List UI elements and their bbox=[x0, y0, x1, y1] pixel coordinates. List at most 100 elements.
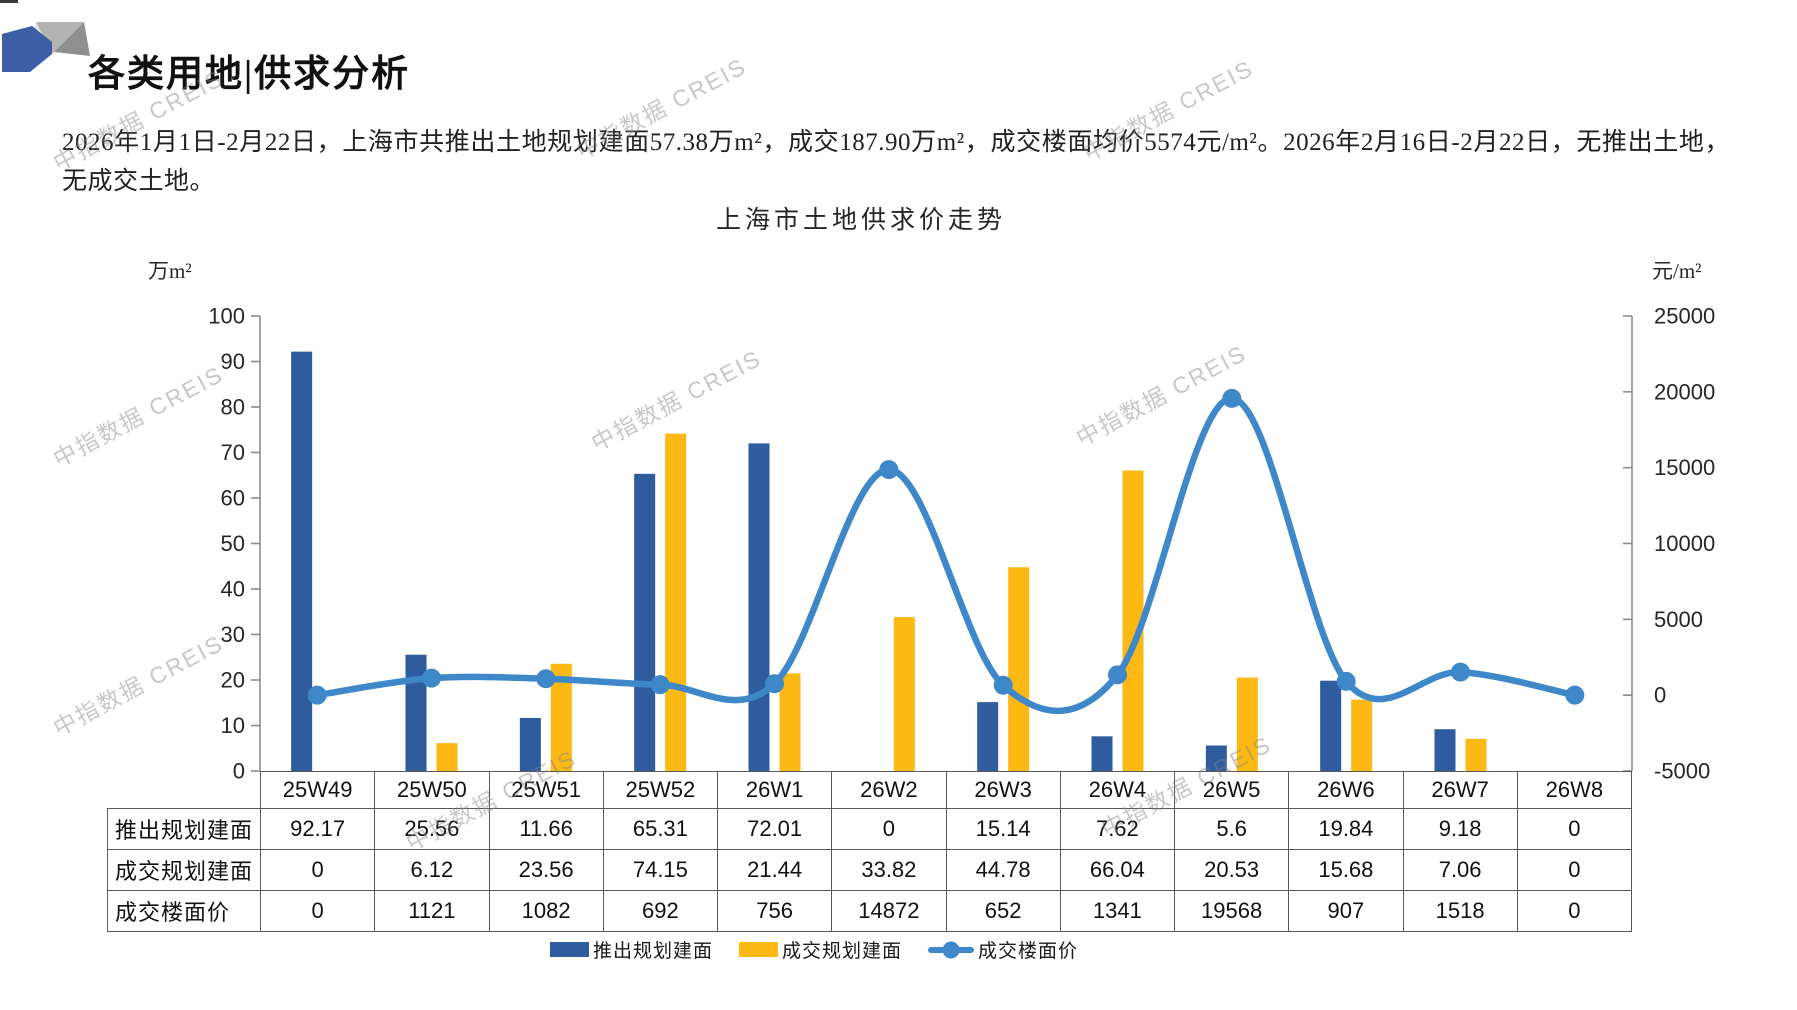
supply-bars bbox=[291, 351, 1456, 771]
value-cell: 21.44 bbox=[716, 849, 833, 891]
watermark: 中指数据 CREIS bbox=[48, 360, 228, 473]
creis-logo bbox=[2, 22, 90, 72]
value-cell: 0 bbox=[1516, 808, 1633, 850]
value-cell: 15.14 bbox=[945, 808, 1061, 850]
bar bbox=[405, 654, 427, 771]
value-cell: 1121 bbox=[374, 890, 490, 932]
transaction-bars bbox=[436, 433, 1487, 771]
page-title: 各类用地|供求分析 bbox=[88, 53, 411, 95]
price-marker-icon bbox=[942, 941, 960, 958]
bar bbox=[1122, 470, 1144, 771]
week-header-cell: 26W5 bbox=[1173, 771, 1290, 809]
value-cell: 92.17 bbox=[259, 808, 376, 850]
right-axis-tick-label: 20000 bbox=[1654, 379, 1715, 404]
chart-legend: 推出规划建面 成交规划建面 成交楼面价 bbox=[0, 936, 1628, 963]
price-line-swatch-icon bbox=[928, 941, 974, 958]
left-axis-tick-label: 80 bbox=[221, 395, 245, 420]
watermark: 中指数据 CREIS bbox=[1071, 339, 1251, 452]
legend-label-price: 成交楼面价 bbox=[978, 941, 1079, 962]
legend-item-transaction: 成交规划建面 bbox=[738, 936, 902, 963]
value-cell: 692 bbox=[602, 890, 719, 932]
value-cell: 1082 bbox=[488, 890, 604, 932]
value-cell: 14872 bbox=[831, 890, 947, 932]
bar bbox=[1236, 677, 1258, 771]
value-cell: 15.68 bbox=[1288, 849, 1404, 891]
bar bbox=[748, 443, 770, 771]
value-cell: 907 bbox=[1288, 890, 1404, 932]
price-marker bbox=[1565, 685, 1585, 705]
value-cell: 756 bbox=[716, 890, 833, 932]
price-line bbox=[307, 388, 1585, 715]
transaction-bar-swatch-icon bbox=[738, 942, 778, 957]
value-cell: 72.01 bbox=[716, 808, 833, 850]
watermark: 中指数据 CREIS bbox=[586, 344, 766, 457]
right-axis-tick-label: 5000 bbox=[1654, 607, 1703, 632]
bar bbox=[779, 673, 801, 771]
summary-text: 2026年1月1日-2月22日，上海市共推出土地规划建面57.38万m²，成交1… bbox=[62, 129, 1730, 195]
value-cell: 7.06 bbox=[1402, 849, 1518, 891]
table-row: 成交楼面价 0 1121 1082 692 756 14872 652 1341 19568 907… bbox=[107, 890, 1633, 932]
left-axis-tick-label: 30 bbox=[221, 622, 245, 647]
week-header-cell: 26W8 bbox=[1516, 771, 1633, 809]
value-cell: 0 bbox=[1516, 849, 1633, 891]
bar bbox=[1205, 745, 1227, 771]
watermark: 中指数据 CREIS bbox=[48, 629, 228, 742]
value-cell: 652 bbox=[945, 890, 1061, 932]
week-header-cell: 26W1 bbox=[716, 771, 833, 809]
right-axis-tick-label: 15000 bbox=[1654, 455, 1715, 480]
table-corner-blank bbox=[108, 772, 261, 809]
left-axis-tick-label: 90 bbox=[221, 349, 245, 374]
price-marker bbox=[1108, 665, 1127, 685]
price-marker bbox=[765, 674, 784, 694]
week-header-cell: 25W51 bbox=[488, 771, 604, 809]
value-cell: 74.15 bbox=[602, 849, 719, 891]
value-cell: 25.56 bbox=[374, 808, 490, 850]
price-marker bbox=[536, 669, 556, 689]
value-cell: 5.6 bbox=[1173, 808, 1290, 850]
value-cell: 66.04 bbox=[1059, 849, 1176, 891]
bar bbox=[291, 351, 313, 771]
chart-title: 上海市土地供求价走势 bbox=[715, 207, 1006, 234]
bar bbox=[665, 433, 687, 771]
price-marker bbox=[879, 460, 899, 480]
bar bbox=[1320, 680, 1342, 771]
bar bbox=[977, 702, 999, 771]
week-header-cell: 26W7 bbox=[1402, 771, 1518, 809]
legend-item-price: 成交楼面价 bbox=[928, 936, 1078, 963]
price-marker bbox=[650, 675, 670, 695]
bar bbox=[436, 743, 458, 771]
bar bbox=[1008, 567, 1030, 771]
bar bbox=[550, 663, 572, 771]
bar bbox=[634, 473, 656, 771]
row-label-cell: 成交楼面价 bbox=[107, 890, 261, 932]
week-header-cell: 25W50 bbox=[374, 771, 490, 809]
value-cell: 44.78 bbox=[945, 849, 1061, 891]
right-axis-tick-label: 0 bbox=[1654, 683, 1666, 708]
week-header-cell: 26W3 bbox=[945, 771, 1061, 809]
chart-data-table: 25W49 25W50 25W51 25W52 26W1 26W2 26W3 26W4 26W5… bbox=[107, 771, 1633, 932]
value-cell: 0 bbox=[259, 890, 376, 932]
value-cell: 1341 bbox=[1059, 890, 1176, 932]
value-cell: 23.56 bbox=[488, 849, 604, 891]
week-header-cell: 25W49 bbox=[259, 771, 376, 809]
bar bbox=[1434, 729, 1456, 771]
left-axis-tick-label: 40 bbox=[221, 577, 245, 602]
left-axis-tick-label: 20 bbox=[221, 668, 245, 693]
value-cell: 19.84 bbox=[1288, 808, 1404, 850]
bar bbox=[519, 717, 541, 771]
price-marker bbox=[307, 685, 327, 705]
bar bbox=[1351, 699, 1373, 771]
week-header-cell: 26W6 bbox=[1288, 771, 1404, 809]
right-axis-tick-label: -5000 bbox=[1654, 759, 1710, 784]
value-cell: 65.31 bbox=[602, 808, 719, 850]
left-axis-tick-label: 60 bbox=[221, 486, 245, 511]
right-axis-tick-label: 25000 bbox=[1654, 304, 1715, 329]
legend-item-supply: 推出规划建面 bbox=[549, 936, 713, 963]
left-axis-tick-label: 50 bbox=[221, 531, 245, 556]
corner-mark bbox=[0, 0, 18, 3]
row-label-cell: 成交规划建面 bbox=[107, 849, 261, 891]
table-row: 成交规划建面 0 6.12 23.56 74.15 21.44 33.82 44.78 66.0… bbox=[107, 849, 1633, 891]
value-cell: 9.18 bbox=[1402, 808, 1518, 850]
price-marker bbox=[1336, 671, 1356, 691]
